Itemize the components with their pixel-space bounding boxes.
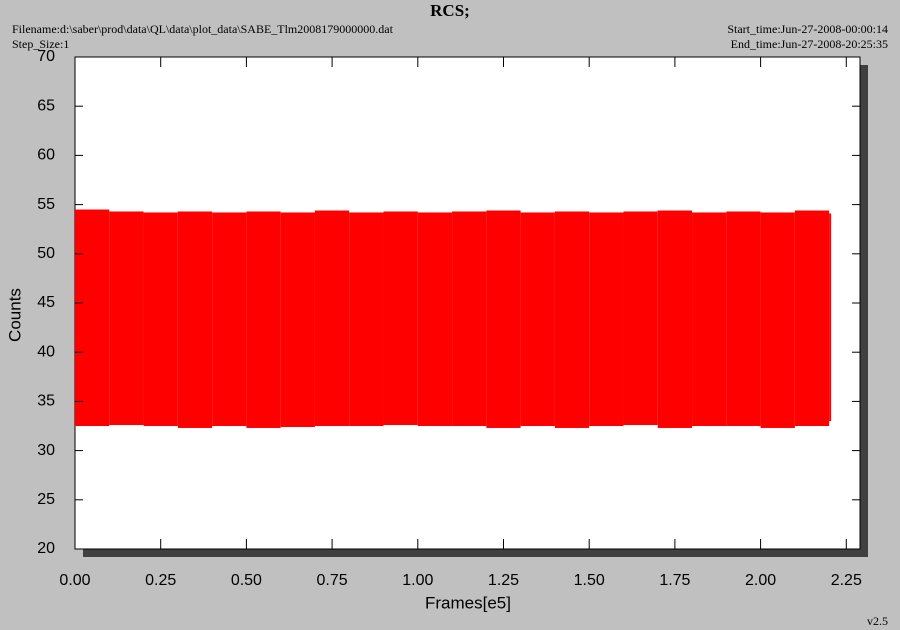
band-segment — [143, 212, 178, 426]
band-segment — [383, 211, 418, 426]
band-segment — [212, 212, 247, 426]
y-tick-label: 25 — [37, 491, 55, 508]
x-tick-label: 0.75 — [317, 572, 348, 589]
y-axis-label: Counts — [5, 288, 24, 342]
x-tick-label: 2.00 — [745, 572, 776, 589]
band-segment — [726, 211, 761, 426]
band-segment — [589, 212, 624, 426]
band-segment — [452, 211, 487, 426]
x-tick-label: 0.25 — [145, 572, 176, 589]
band-segment — [349, 212, 384, 426]
band-segment — [554, 211, 590, 428]
y-tick-label: 60 — [37, 147, 55, 164]
band-segment — [692, 212, 727, 426]
x-tick-label: 1.75 — [659, 572, 690, 589]
filename: Filename:d:\saber\prod\data\QL\data\plot… — [12, 22, 394, 36]
band-segment — [280, 212, 315, 427]
x-tick-label: 0.00 — [59, 572, 90, 589]
y-tick-label: 50 — [37, 245, 55, 262]
y-tick-label: 55 — [37, 196, 55, 213]
x-tick-label: 1.50 — [574, 572, 605, 589]
end-time: End_time:Jun-27-2008-20:25:35 — [731, 37, 888, 51]
band-segment — [314, 210, 350, 426]
x-tick-label: 2.25 — [831, 572, 862, 589]
band-segment — [623, 211, 658, 426]
y-tick-label: 70 — [37, 48, 55, 65]
band-segment — [829, 213, 832, 422]
chart-title: RCS; — [430, 1, 470, 20]
y-tick-label: 65 — [37, 97, 55, 114]
band-segment — [486, 210, 521, 428]
band-segment — [109, 211, 144, 426]
y-tick-label: 30 — [37, 442, 55, 459]
band-segment — [246, 211, 281, 428]
band-segment — [75, 209, 110, 426]
y-tick-label: 35 — [37, 393, 55, 410]
band-segment — [794, 210, 830, 426]
version: v2.5 — [867, 614, 888, 628]
y-tick-label: 20 — [37, 540, 55, 557]
band-segment — [177, 211, 213, 428]
band-segment — [760, 212, 795, 428]
band-segment — [520, 212, 555, 426]
y-tick-label: 45 — [37, 294, 55, 311]
x-axis-label: Frames[e5] — [425, 593, 511, 612]
x-tick-label: 1.25 — [488, 572, 519, 589]
band-segment — [417, 212, 453, 426]
x-tick-label: 0.50 — [231, 572, 262, 589]
x-tick-label: 1.00 — [402, 572, 433, 589]
band-segment — [657, 210, 693, 428]
start-time: Start_time:Jun-27-2008-00:00:14 — [727, 22, 888, 36]
y-tick-label: 40 — [37, 343, 55, 360]
step-size: Step_Size:1 — [12, 37, 69, 51]
